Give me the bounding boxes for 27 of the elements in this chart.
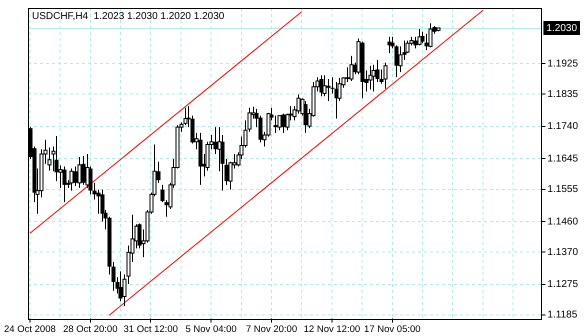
candlestick <box>118 270 122 302</box>
x-tick-label: 28 Oct 20:00 <box>63 324 118 335</box>
chart-title: USDCHF,H4 1.2023 1.2030 1.2020 1.2030 <box>32 10 225 22</box>
y-tick-label: 1.1835 <box>547 88 578 100</box>
candlestick <box>304 100 308 134</box>
y-tick-label: 1.1740 <box>547 121 578 132</box>
y-tick-label: 1.1925 <box>547 58 578 70</box>
x-tick-label: 31 Oct 12:00 <box>123 324 178 335</box>
x-tick-label: 7 Nov 20:00 <box>246 324 298 335</box>
x-tick-label: 24 Oct 2008 <box>4 324 56 335</box>
candlestick <box>282 113 286 134</box>
y-tick-label: 1.1460 <box>547 216 578 228</box>
x-tick-label: 17 Nov 05:00 <box>364 324 421 335</box>
ref-line-label: 1.2030 <box>546 22 578 34</box>
x-tick-label: 12 Nov 12:00 <box>304 324 360 335</box>
y-tick-label: 1.1555 <box>547 184 578 196</box>
x-tick-label: 5 Nov 04:00 <box>185 324 237 335</box>
candlestick <box>74 166 78 186</box>
y-tick-label: 1.1645 <box>547 153 578 164</box>
y-tick-label: 1.1370 <box>547 246 578 258</box>
candlestick <box>214 126 218 154</box>
y-tick-label: 1.1275 <box>547 279 578 290</box>
candlestick <box>62 166 66 203</box>
candlestick <box>82 156 86 186</box>
candlestick <box>326 78 330 102</box>
candlestick <box>274 115 278 134</box>
y-tick-label: 1.1185 <box>547 310 578 321</box>
